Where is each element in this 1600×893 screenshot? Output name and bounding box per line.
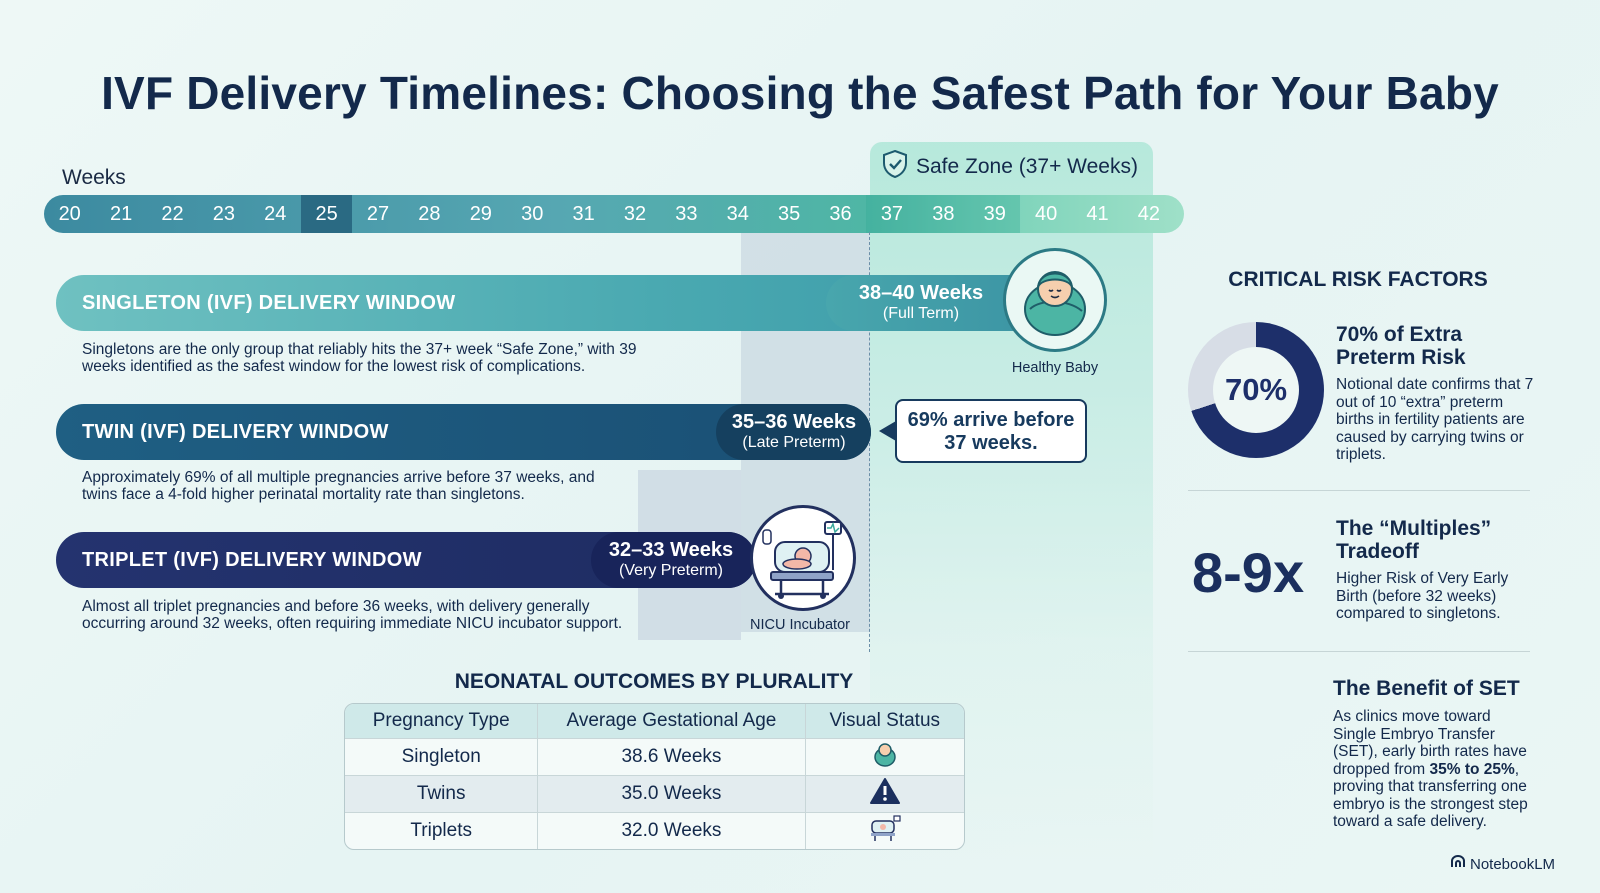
donut-value: 70%: [1224, 372, 1288, 407]
callout-pointer: [879, 421, 896, 441]
set-body-pre: As clinics move toward Single Embryo Tra…: [1333, 708, 1527, 778]
week-tick: 31: [572, 202, 595, 225]
twin-weeks-tag: 35–36 Weeks (Late Preterm): [724, 411, 864, 452]
notebooklm-logo-icon: [1450, 854, 1466, 873]
week-tick: 35: [778, 202, 801, 225]
week-tick: 20: [58, 202, 81, 225]
singleton-window-bar: SINGLETON (IVF) DELIVERY WINDOW 38–40 We…: [56, 275, 1056, 331]
triplet-window-bar: TRIPLET (IVF) DELIVERY WINDOW 32–33 Week…: [56, 532, 756, 588]
risk-1-body: Notional date confirms that 7 out of 10 …: [1336, 376, 1534, 463]
risk-divider: [1188, 651, 1530, 652]
table-cell: Twins: [416, 783, 466, 804]
table-cell: 32.0 Weeks: [537, 813, 804, 849]
baby-icon: [870, 739, 900, 775]
risk-3-heading: The Benefit of SET: [1333, 677, 1520, 700]
nicu-incubator-icon: [750, 505, 856, 611]
week-tick: 28: [418, 202, 441, 225]
brand-name: NotebookLM: [1470, 855, 1556, 873]
twin-preterm-callout: 69% arrive before 37 weeks.: [895, 399, 1087, 463]
triplet-status: (Very Preterm): [618, 562, 723, 579]
week-tick: 34: [726, 202, 749, 225]
triplet-weeks: 32–33 Weeks: [608, 539, 734, 561]
triplet-range-pill: [591, 532, 756, 588]
singleton-description: Singletons are the only group that relia…: [82, 341, 637, 375]
week-tick: 33: [675, 202, 698, 225]
risk-2-heading: The “Multiples” Tradeoff: [1336, 517, 1492, 563]
twin-window-label: TWIN (IVF) DELIVERY WINDOW: [82, 420, 389, 443]
twin-description: Approximately 69% of all multiple pregna…: [82, 469, 595, 503]
twin-status: (Late Preterm): [742, 434, 846, 451]
week-tick: 38: [917, 195, 970, 233]
table-row: Singleton 38.6 Weeks: [345, 738, 964, 775]
safe-zone-header: Safe Zone (37+ Weeks): [882, 149, 1138, 184]
table-row: Twins 35.0 Weeks: [345, 775, 964, 812]
week-tick: 27: [366, 202, 390, 225]
shield-check-icon: [882, 149, 908, 184]
risk-1-heading: 70% of Extra Preterm Risk: [1336, 323, 1466, 369]
column-header: Average Gestational Age: [537, 704, 804, 738]
risk-divider: [1188, 490, 1530, 491]
donut-center: [1213, 347, 1299, 433]
outcomes-table-title: NEONATAL OUTCOMES BY PLURALITY: [454, 670, 854, 693]
week-tick: 42: [1137, 202, 1161, 225]
multiples-risk-stat: 8-9x: [1192, 541, 1305, 604]
week-tick: 21: [109, 202, 133, 225]
warning-icon: [869, 777, 901, 811]
risk-2-body: Higher Risk of Very Early Birth (before …: [1336, 570, 1509, 622]
week-tick: 25: [300, 195, 353, 233]
week-timeline: 20 21 22 23 24 25 27 28 29 30 31 32 33 34 35 36 37 38 39 40…: [44, 195, 1184, 233]
table-cell: 35.0 Weeks: [537, 776, 804, 812]
triplet-weeks-tag: 32–33 Weeks (Very Preterm): [601, 539, 741, 580]
table-cell: [804, 776, 964, 812]
table-cell: 38.6 Weeks: [537, 739, 804, 775]
healthy-baby-icon: [1003, 248, 1107, 352]
singleton-weeks: 38–40 Weeks: [858, 282, 984, 304]
table-cell: [804, 739, 964, 775]
table-row: Triplets 32.0 Weeks: [345, 812, 964, 849]
table-cell: Singleton: [401, 746, 481, 767]
risk-factors-title: CRITICAL RISK FACTORS: [1228, 268, 1488, 291]
timeline-label: Weeks: [62, 166, 126, 189]
brand-mark: NotebookLM: [1450, 854, 1556, 873]
safe-zone-label: Safe Zone (37+ Weeks): [916, 155, 1138, 178]
twin-weeks: 35–36 Weeks: [731, 411, 857, 433]
page-title: IVF Delivery Timelines: Choosing the Saf…: [101, 67, 1499, 119]
singleton-weeks-tag: 38–40 Weeks (Full Term): [851, 282, 991, 323]
week-tick: 36: [829, 202, 852, 225]
week-tick: 29: [469, 202, 492, 225]
column-header: Pregnancy Type: [372, 710, 510, 731]
table-cell: [804, 813, 964, 849]
table-header-row: Pregnancy Type Average Gestational Age V…: [345, 704, 964, 738]
column-header: Visual Status: [804, 704, 964, 738]
triplet-window-label: TRIPLET (IVF) DELIVERY WINDOW: [82, 548, 422, 571]
week-tick: 30: [521, 202, 544, 225]
set-rate-change: 35% to 25%: [1429, 760, 1515, 778]
week-tick: 40: [1034, 202, 1058, 225]
twin-window-bar: TWIN (IVF) DELIVERY WINDOW 35–36 Weeks (…: [56, 404, 871, 460]
singleton-status: (Full Term): [882, 305, 960, 322]
week-tick: 24: [264, 202, 287, 225]
week-tick: 22: [161, 202, 184, 225]
incubator-icon: [868, 813, 902, 849]
nicu-incubator-caption: NICU Incubator: [750, 617, 850, 633]
risk-3-body: As clinics move toward Single Embryo Tra…: [1333, 708, 1533, 831]
week-tick: 37: [866, 195, 918, 233]
table-cell: Triplets: [410, 820, 472, 841]
outcomes-table: Pregnancy Type Average Gestational Age V…: [344, 703, 965, 850]
week-tick: 23: [212, 202, 235, 225]
week-tick: 39: [969, 195, 1021, 233]
healthy-baby-caption: Healthy Baby: [1011, 360, 1099, 376]
safe-zone-boundary: [869, 232, 870, 652]
singleton-window-label: SINGLETON (IVF) DELIVERY WINDOW: [82, 291, 456, 314]
set-body-post: , proving that transferring one embryo i…: [1333, 760, 1528, 831]
week-tick: 32: [623, 202, 647, 225]
twin-range-pill: [716, 404, 871, 460]
triplet-description: Almost all triplet pregnancies and befor…: [82, 598, 623, 632]
week-tick: 41: [1086, 202, 1109, 225]
